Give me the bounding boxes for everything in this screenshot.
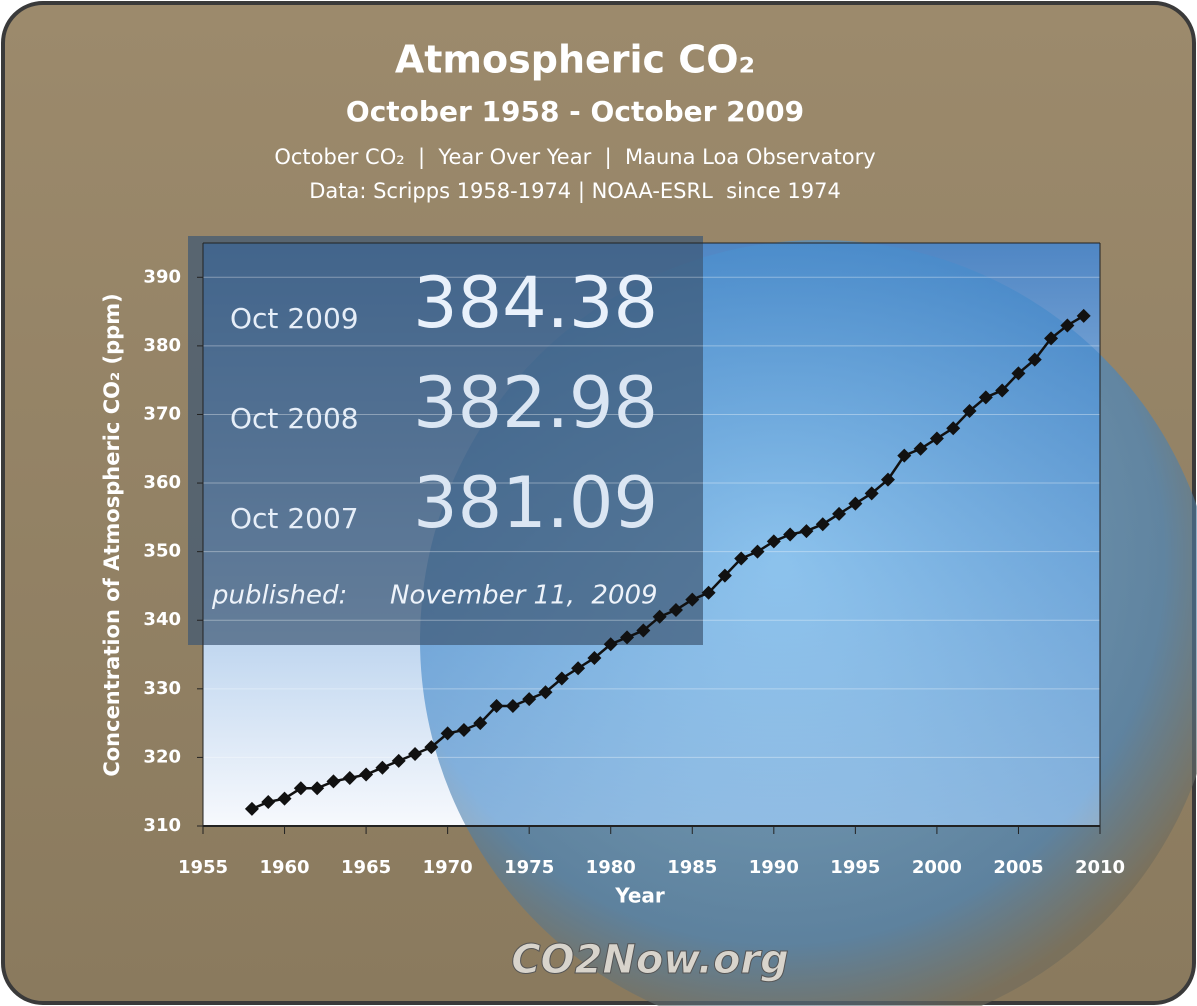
data-point — [261, 794, 276, 809]
data-point — [636, 623, 651, 638]
data-point — [1076, 308, 1091, 323]
y-tick-label: 310 — [143, 815, 181, 836]
y-tick-label: 350 — [143, 541, 181, 562]
data-point — [717, 568, 732, 583]
chart-subtitle: October 1958 - October 2009 — [346, 95, 804, 128]
data-point — [277, 791, 292, 806]
x-tick-label: 2010 — [1075, 857, 1125, 878]
highlight-value: 382.98 — [413, 362, 658, 444]
logo: CO2Now.org — [511, 937, 789, 983]
chart-title: Atmospheric CO₂ — [395, 38, 755, 82]
data-point — [734, 551, 749, 566]
highlight-label: Oct 2009 — [230, 302, 359, 335]
x-tick-label: 1975 — [504, 857, 554, 878]
data-point — [375, 760, 390, 775]
data-point — [620, 630, 635, 645]
data-point — [505, 698, 520, 713]
data-point — [652, 609, 667, 624]
x-tick-label: 2000 — [912, 857, 962, 878]
data-point — [440, 726, 455, 741]
data-point — [473, 716, 488, 731]
y-axis-label: Concentration of Atmospheric CO₂ (ppm) — [100, 293, 124, 776]
data-point — [701, 585, 716, 600]
published-date: November 11, 2009 — [390, 581, 658, 611]
data-point — [832, 506, 847, 521]
description: October CO₂ | Year Over Year | Mauna Loa… — [274, 145, 875, 170]
data-line — [251, 314, 1085, 811]
y-tick-label: 340 — [143, 609, 181, 630]
data-point — [962, 404, 977, 419]
data-point — [1044, 331, 1059, 346]
data-point — [929, 431, 944, 446]
data-point — [750, 544, 765, 559]
data-point — [522, 692, 537, 707]
x-tick-label: 1965 — [341, 857, 391, 878]
data-point — [1011, 366, 1026, 381]
data-point — [766, 534, 781, 549]
data-point — [978, 390, 993, 405]
chart: Atmospheric CO₂ October 1958 - October 2… — [100, 38, 1125, 984]
data-point — [685, 592, 700, 607]
highlight-panel — [188, 236, 703, 645]
x-tick-label: 1960 — [259, 857, 309, 878]
data-point — [326, 774, 341, 789]
x-tick-label: 1995 — [830, 857, 880, 878]
x-tick-label: 2005 — [993, 857, 1043, 878]
source: Data: Scripps 1958-1974 | NOAA-ESRL sinc… — [309, 179, 841, 204]
data-point — [342, 770, 357, 785]
x-tick-label: 1955 — [178, 857, 228, 878]
x-tick-label: 1990 — [749, 857, 799, 878]
published-label: published: — [211, 581, 347, 611]
data-point — [880, 472, 895, 487]
data-point — [310, 781, 325, 796]
data-point — [1060, 318, 1075, 333]
x-axis-label: Year — [614, 884, 665, 908]
data-point — [554, 671, 569, 686]
data-point — [359, 767, 374, 782]
y-tick-label: 360 — [143, 472, 181, 493]
x-tick-label: 1970 — [423, 857, 473, 878]
y-tick-label: 370 — [143, 403, 181, 424]
y-tick-label: 330 — [143, 678, 181, 699]
data-point — [244, 801, 259, 816]
data-point — [293, 781, 308, 796]
data-point — [913, 441, 928, 456]
data-point — [848, 496, 863, 511]
data-point — [668, 602, 683, 617]
data-point — [538, 685, 553, 700]
x-tick-label: 1985 — [667, 857, 717, 878]
highlight-label: Oct 2007 — [230, 502, 359, 535]
data-point — [946, 421, 961, 436]
data-point — [587, 650, 602, 665]
data-point — [864, 486, 879, 501]
data-point — [799, 524, 814, 539]
data-point — [424, 740, 439, 755]
y-tick-label: 320 — [143, 746, 181, 767]
data-point — [408, 746, 423, 761]
highlight-label: Oct 2008 — [230, 402, 359, 435]
data-point — [995, 383, 1010, 398]
y-tick-label: 380 — [143, 335, 181, 356]
data-point — [391, 753, 406, 768]
highlight-value: 381.09 — [413, 462, 658, 544]
data-point — [1027, 352, 1042, 367]
data-point — [783, 527, 798, 542]
data-point — [489, 698, 504, 713]
x-tick-label: 1980 — [586, 857, 636, 878]
data-point — [815, 517, 830, 532]
data-point — [571, 661, 586, 676]
data-point — [603, 637, 618, 652]
y-tick-label: 390 — [143, 266, 181, 287]
data-point — [456, 722, 471, 737]
data-point — [897, 448, 912, 463]
highlight-value: 384.38 — [413, 262, 658, 344]
